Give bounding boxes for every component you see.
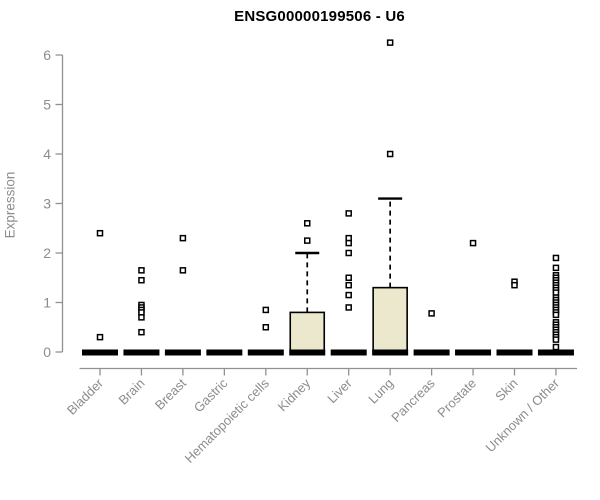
box-Kidney	[289, 311, 326, 353]
outlier-point	[345, 210, 352, 217]
median-bar	[372, 349, 409, 356]
y-tick-label: 3	[43, 196, 51, 212]
y-tick-label: 1	[43, 295, 51, 311]
outlier-point	[386, 150, 394, 158]
median-bar	[330, 349, 367, 356]
outlier-point	[262, 324, 270, 331]
outlier-point	[345, 249, 352, 257]
outlier-point	[345, 239, 352, 247]
x-tick-label: Unknown / Other	[482, 375, 562, 455]
outlier-point	[262, 306, 270, 314]
outlier-point	[179, 234, 187, 242]
median-bar	[289, 349, 326, 356]
x-tick-label: Gastric	[191, 375, 231, 415]
y-tick-label: 6	[43, 47, 51, 63]
x-tick-label: Bladder	[64, 375, 107, 418]
outlier-point	[96, 229, 104, 237]
chart-title: ENSG00000199506 - U6	[234, 8, 405, 25]
x-tick-label: Skin	[492, 376, 520, 404]
median-bar	[206, 349, 243, 356]
outlier-point	[469, 239, 477, 247]
outlier-point	[304, 237, 311, 244]
outlier-point	[345, 281, 352, 289]
outlier-point	[138, 276, 145, 284]
median-bar	[164, 349, 201, 356]
median-bar	[496, 349, 533, 356]
median-bar	[82, 349, 118, 356]
outlier-point	[552, 254, 560, 262]
outlier-point	[304, 220, 311, 227]
outlier-point	[386, 39, 394, 46]
outlier-point	[552, 264, 560, 272]
outlier-point	[345, 304, 352, 311]
median-bar	[123, 349, 160, 356]
x-tick-label: Pancreas	[388, 375, 438, 425]
median-bar	[413, 349, 450, 356]
median-bar	[537, 349, 574, 356]
outlier-point	[345, 274, 352, 281]
outlier-point	[552, 343, 560, 351]
median-bar	[247, 349, 284, 356]
outlier-point	[511, 281, 518, 289]
outlier-point	[96, 333, 104, 341]
outlier-point	[345, 291, 352, 299]
outlier-point	[179, 267, 187, 274]
outlier-point	[428, 310, 435, 317]
y-tick-label: 4	[43, 146, 51, 162]
x-tick-label: Brain	[115, 376, 147, 408]
y-tick-label: 2	[43, 245, 51, 261]
x-tick-label: Prostate	[434, 376, 479, 421]
outlier-point	[552, 336, 560, 343]
box-Lung	[372, 286, 408, 353]
outlier-point	[138, 328, 145, 336]
x-tick-label: Kidney	[275, 375, 314, 414]
outlier-point	[138, 314, 145, 321]
median-bar	[455, 349, 492, 356]
outlier-point	[138, 267, 145, 274]
y-tick-label: 0	[43, 344, 51, 360]
x-tick-label: Breast	[152, 375, 189, 412]
x-tick-label: Lung	[365, 376, 396, 407]
x-tick-label: Liver	[324, 375, 355, 406]
outlier-point	[552, 311, 560, 319]
y-tick-label: 5	[43, 97, 51, 113]
